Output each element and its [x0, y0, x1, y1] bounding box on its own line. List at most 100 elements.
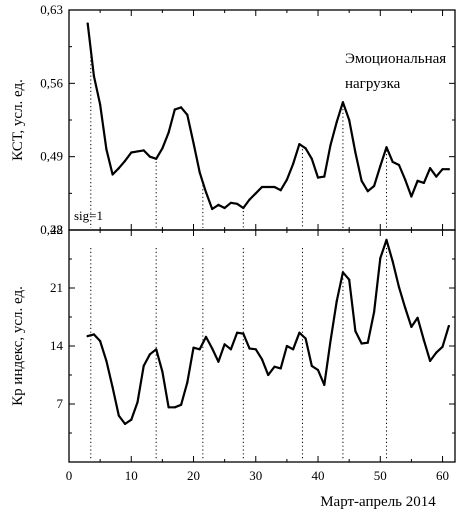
- bottom-data-point: [267, 373, 270, 377]
- bottom-data-point: [92, 333, 95, 336]
- top-data-point: [316, 176, 320, 179]
- bottom-data-point: [323, 383, 326, 386]
- top-data-point: [447, 168, 450, 171]
- bottom-data-point: [242, 332, 245, 335]
- top-y-tick-label: 0,56: [40, 75, 63, 90]
- top-data-point: [385, 146, 388, 149]
- top-data-point: [111, 173, 114, 176]
- bottom-data-point: [447, 325, 450, 328]
- bottom-data-point: [416, 316, 419, 319]
- top-data-point: [192, 141, 195, 145]
- bottom-data-point: [198, 348, 201, 351]
- top-data-point: [348, 118, 351, 122]
- top-data-point: [204, 191, 208, 194]
- bottom-plot-frame: [68, 229, 456, 463]
- top-data-point: [242, 206, 245, 210]
- top-data-point: [186, 113, 189, 116]
- bottom-data-point: [373, 310, 376, 314]
- bottom-data-point: [136, 401, 139, 404]
- top-y-tick-label: 0,63: [40, 2, 63, 17]
- bottom-data-point: [111, 386, 114, 389]
- top-plot-frame: [68, 9, 456, 231]
- top-data-point: [304, 147, 307, 150]
- bottom-data-point: [310, 364, 313, 367]
- top-data-point: [354, 151, 357, 154]
- x-tick-label: 0: [66, 468, 73, 483]
- top-data-point: [410, 195, 413, 198]
- top-y-tick-label: 0,42: [40, 222, 63, 237]
- x-tick-label: 50: [374, 468, 387, 483]
- bottom-data-point: [285, 344, 288, 348]
- top-data-point: [267, 185, 270, 189]
- top-data-point: [285, 178, 288, 181]
- top-data-point: [329, 144, 332, 147]
- bottom-y-tick-label: 28: [50, 222, 63, 237]
- top-data-point: [123, 159, 127, 162]
- bottom-data-point: [391, 260, 394, 263]
- x-tick-label: 40: [312, 468, 325, 483]
- bottom-data-point: [379, 257, 382, 260]
- top-data-point: [435, 175, 438, 178]
- bottom-data-point: [105, 359, 108, 362]
- bottom-data-point: [304, 337, 307, 340]
- bottom-data-point: [348, 278, 351, 281]
- x-tick-label: 20: [187, 468, 200, 483]
- top-data-point: [105, 148, 108, 151]
- top-data-point: [142, 149, 145, 152]
- top-data-point: [86, 22, 89, 25]
- bottom-data-point: [211, 347, 214, 350]
- top-data-point: [360, 179, 363, 182]
- x-tick-label: 60: [436, 468, 449, 483]
- bottom-data-point: [410, 325, 413, 328]
- bottom-data-point: [155, 348, 158, 351]
- top-data-point: [260, 185, 264, 189]
- bottom-data-point: [360, 342, 363, 345]
- top-data-point: [155, 157, 158, 160]
- top-data-point: [273, 185, 276, 189]
- top-data-point: [298, 143, 301, 146]
- top-data-point: [373, 184, 376, 188]
- bottom-data-point: [397, 286, 401, 289]
- top-data-point: [292, 162, 295, 166]
- top-data-point: [323, 175, 326, 178]
- bottom-data-point: [292, 348, 295, 351]
- bottom-data-point: [335, 300, 338, 303]
- bottom-data-point: [123, 422, 127, 425]
- x-tick-label: 10: [125, 468, 138, 483]
- bottom-data-point: [180, 403, 183, 406]
- bottom-y-tick-label: 21: [50, 280, 63, 295]
- top-data-point: [229, 201, 232, 204]
- annotation-load: нагрузка: [345, 76, 401, 92]
- top-data-point: [223, 206, 226, 210]
- top-y-axis-title: КСТ, усл. ед.: [10, 79, 26, 161]
- top-data-point: [310, 157, 313, 160]
- bottom-data-point: [385, 238, 388, 241]
- bottom-data-point: [441, 345, 444, 348]
- top-data-point: [416, 179, 419, 182]
- top-data-point: [397, 163, 401, 167]
- bottom-data-point: [167, 406, 170, 409]
- bottom-data-point: [217, 360, 220, 363]
- annotation-sig: sig=1: [74, 208, 103, 223]
- top-data-point: [335, 121, 338, 124]
- bottom-data-point: [186, 381, 189, 384]
- top-data-point: [391, 160, 394, 163]
- bottom-data-point: [429, 359, 432, 362]
- overlay-layer: [90, 52, 388, 460]
- top-data-point: [148, 155, 151, 158]
- bottom-data-point: [130, 418, 133, 421]
- top-data-point: [99, 103, 102, 106]
- bottom-y-tick-label: 14: [50, 338, 64, 353]
- top-data-point: [211, 207, 214, 211]
- bottom-data-point: [229, 348, 232, 351]
- bottom-data-point: [192, 346, 195, 349]
- bottom-data-point: [223, 343, 226, 346]
- bottom-data-point: [341, 271, 344, 274]
- top-data-point: [254, 192, 257, 195]
- top-data-point: [173, 108, 176, 111]
- top-data-point: [167, 131, 170, 134]
- bottom-data-point: [161, 370, 164, 373]
- bottom-data-point: [254, 348, 257, 351]
- bottom-data-point: [86, 335, 89, 338]
